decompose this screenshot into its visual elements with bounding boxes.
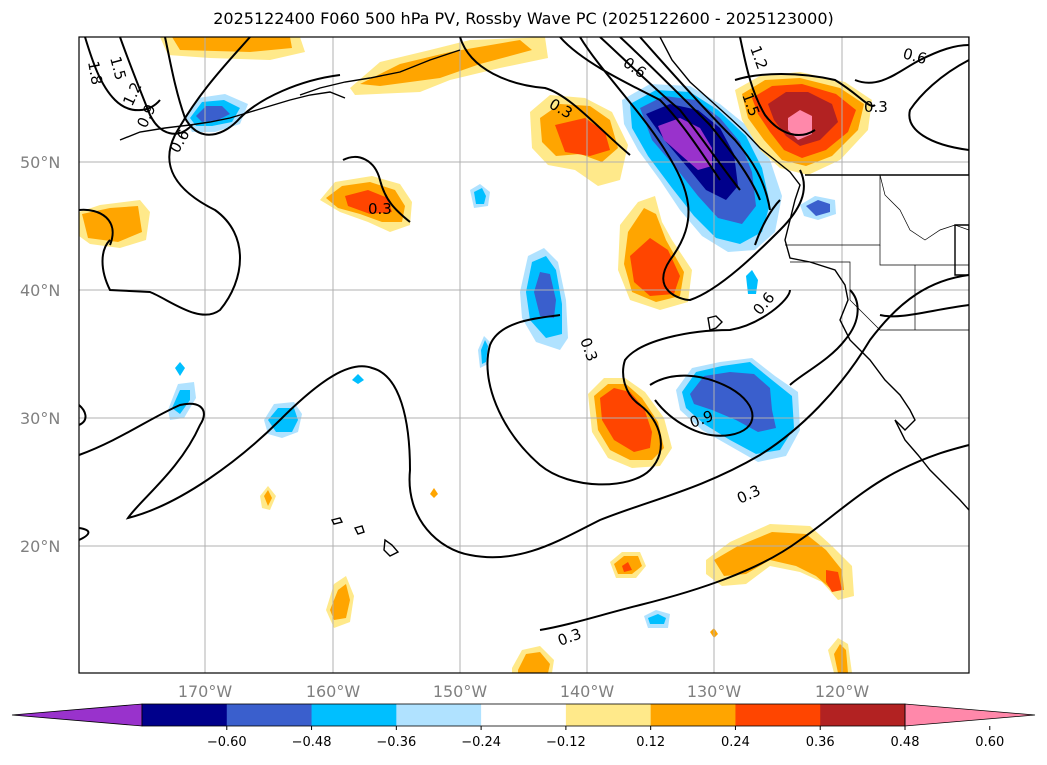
shade-south-6b: [648, 614, 666, 624]
shade-tiny-o2: [430, 488, 438, 498]
shade-trough-e: [658, 118, 712, 170]
lat-axis: 50°N 40°N 30°N 20°N: [20, 153, 60, 556]
lat-label: 40°N: [20, 281, 60, 300]
colorbar-extend-max: [904, 703, 1036, 727]
colorbar-tick-label: 0.12: [636, 735, 665, 750]
pv-shading: [79, 37, 872, 673]
lon-label: 160°W: [306, 682, 361, 701]
colorbar-segment: [226, 704, 313, 726]
lon-axis: 170°W 160°W 150°W 140°W 130°W 120°W: [178, 682, 870, 701]
shade-top-orange-3c: [555, 118, 610, 156]
shade-blue-east-b: [806, 200, 830, 216]
shade-south-3b: [330, 584, 350, 620]
pv-contours: [79, 37, 969, 631]
lon-label: 130°W: [687, 682, 742, 701]
contour-label: 1.5: [106, 54, 130, 82]
shade-south-1c: [826, 570, 842, 592]
colorbar-segment: [481, 704, 567, 726]
map-frame: [78, 36, 970, 674]
colorbar-tick-label: −0.60: [207, 735, 247, 750]
shade-south-4b: [518, 652, 550, 673]
colorbar-segment: [735, 704, 821, 726]
shade-south-5b: [834, 644, 848, 673]
colorbar-segment: [396, 704, 482, 726]
colorbar-tick-label: 0.48: [891, 735, 920, 750]
lon-label: 150°W: [433, 682, 488, 701]
colorbar-segment: [142, 704, 228, 726]
shade-blue-tiny3: [352, 374, 364, 384]
shade-central-orange-c: [630, 238, 680, 296]
colorbar-tick-label: 0.36: [806, 735, 835, 750]
shade-south-2c: [622, 562, 632, 572]
shade-blue-tiny2b: [481, 340, 488, 364]
coastlines: [119, 37, 969, 557]
shade-blue-143w-c: [534, 272, 556, 318]
shade-blue-tiny1: [175, 362, 185, 376]
lon-label: 140°W: [560, 682, 615, 701]
contour-label: 0.3: [864, 98, 888, 116]
shade-tiny-o1b: [264, 490, 272, 506]
colorbar-segment: [650, 704, 736, 726]
contour-label: 1.8: [84, 60, 106, 87]
colorbar-segment: [565, 704, 652, 726]
lon-label: 170°W: [178, 682, 233, 701]
shade-top-orange-1b: [172, 37, 292, 52]
shade-blue-small: [746, 270, 758, 294]
colorbar: −0.60 −0.48 −0.36 −0.24 −0.12 0.12 0.24 0.36 0.4…: [11, 703, 1036, 750]
colorbar-tick-label: 0.24: [721, 735, 750, 750]
shade-blue-32n-c: [690, 372, 776, 432]
shade-blue-small-c: [474, 188, 486, 204]
colorbar-extend-min: [11, 703, 143, 727]
lon-label: 120°W: [815, 682, 870, 701]
shade-top-orange-2b: [360, 40, 532, 86]
colorbar-segment: [820, 704, 906, 726]
shade-blue-165w-b: [268, 408, 298, 432]
map-title: 2025122400 F060 500 hPa PV, Rossby Wave …: [213, 9, 834, 28]
colorbar-tick-label: −0.48: [292, 735, 332, 750]
colorbar-tick-label: −0.12: [546, 735, 586, 750]
colorbar-tick-label: −0.36: [376, 735, 416, 750]
lat-label: 20°N: [20, 537, 60, 556]
contour-label: 0.6: [901, 44, 929, 68]
colorbar-tick-label: 0.60: [975, 735, 1004, 750]
lat-label: 50°N: [20, 153, 60, 172]
colorbar-frame: [141, 703, 906, 727]
lat-label: 30°N: [20, 409, 60, 428]
contour-label: 0.3: [368, 200, 392, 218]
graticule: [79, 37, 969, 673]
colorbar-segment: [311, 704, 397, 726]
shade-blob-160w-c: [345, 190, 392, 214]
shade-ridge-e: [788, 110, 812, 140]
shade-blue-171w-b: [172, 390, 190, 414]
colorbar-tick-label: −0.24: [461, 735, 501, 750]
